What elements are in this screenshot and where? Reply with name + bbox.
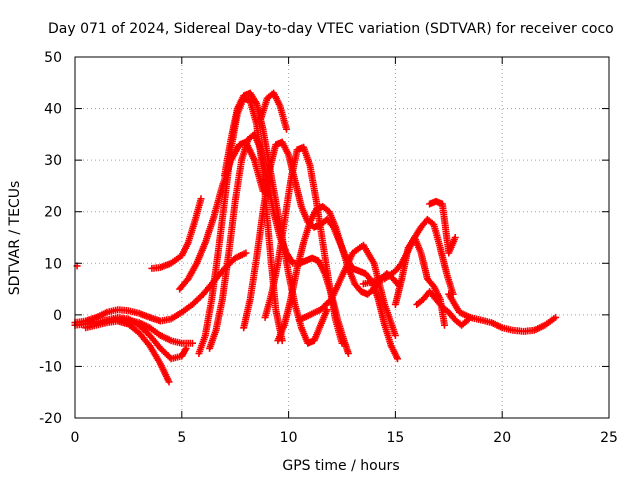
series-sat-g	[195, 94, 286, 357]
plus-markers	[103, 313, 190, 363]
x-axis-title: GPS time / hours	[282, 458, 399, 474]
series-sat-q	[413, 288, 472, 329]
y-tick-label: 30	[44, 153, 62, 169]
y-tick-label: 50	[44, 50, 62, 66]
series-sat-r	[426, 197, 459, 257]
plus-markers	[413, 288, 472, 329]
plus-markers	[82, 317, 173, 386]
plus-markers	[426, 197, 459, 257]
plus-markers	[261, 143, 346, 347]
y-tick-label: 10	[44, 256, 62, 272]
data-points	[71, 89, 560, 386]
x-tick-label: 5	[177, 430, 186, 446]
plus-markers	[445, 290, 560, 335]
x-tick-label: 20	[493, 430, 511, 446]
series-sat-s	[445, 290, 560, 335]
series-sat-c	[82, 317, 173, 386]
x-tick-label: 10	[280, 430, 298, 446]
x-tick-label: 15	[386, 430, 404, 446]
y-axis-title: SDTVAR / TECUs	[7, 181, 23, 296]
y-tick-label: -20	[39, 411, 62, 427]
series-sat-d	[103, 313, 190, 363]
plus-markers	[148, 195, 205, 272]
series-sat-n	[295, 241, 399, 339]
plus-markers	[257, 89, 290, 133]
y-tick-label: 40	[44, 102, 62, 118]
axis-ticks: 0 5 10 15 20 25 -20 -10 0 10 20 30 40 50	[39, 50, 618, 446]
plot-frame	[74, 56, 610, 419]
x-tick-label: 25	[600, 430, 618, 446]
series-sat-l	[257, 89, 290, 133]
plus-markers	[195, 94, 286, 357]
y-tick-label: -10	[39, 359, 62, 375]
chart-title: Day 071 of 2024, Sidereal Day-to-day VTE…	[48, 21, 614, 37]
plus-markers	[295, 241, 399, 339]
y-tick-label: 0	[53, 308, 62, 324]
y-tick-label: 20	[44, 205, 62, 221]
x-tick-label: 0	[71, 430, 80, 446]
series-sat-k	[261, 143, 346, 347]
series-sat-e	[148, 195, 205, 272]
